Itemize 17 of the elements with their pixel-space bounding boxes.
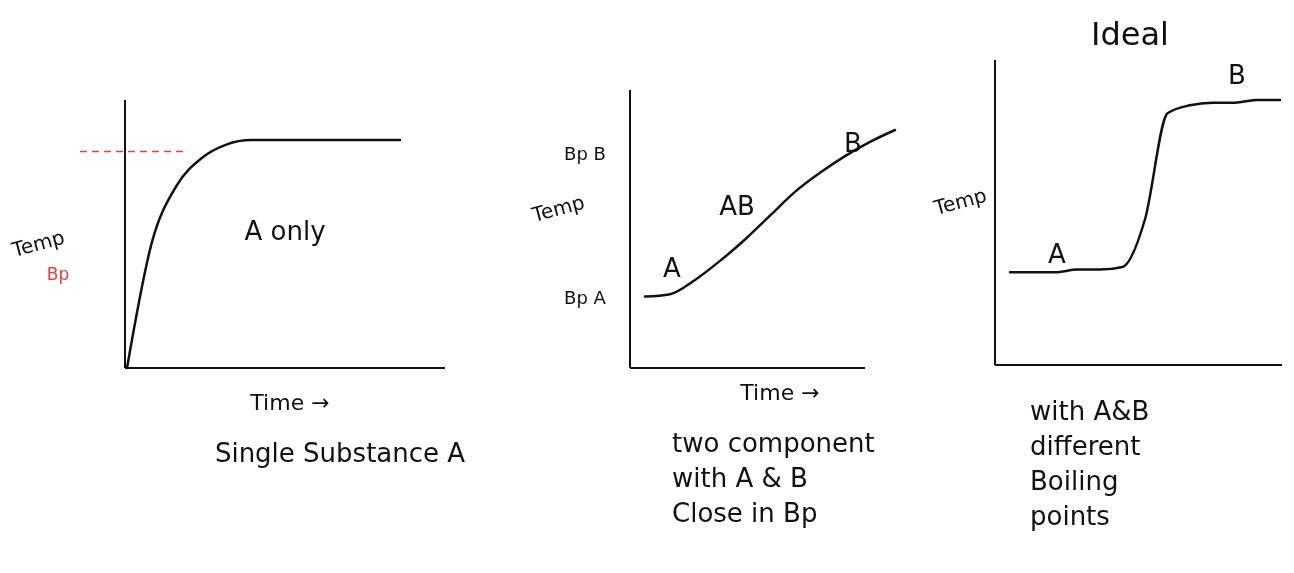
- text: Single Substance A: [214, 438, 466, 468]
- text: with A&B different Boiling points: [1030, 396, 1150, 532]
- text: B: [1228, 60, 1246, 90]
- ref-line-label: Bp: [46, 264, 70, 284]
- chart-title: Ideal: [1091, 15, 1169, 53]
- text: two component with A & B Close in Bp: [672, 428, 875, 529]
- y-axis-title: Temp: [528, 189, 588, 227]
- text: Bp A: [564, 287, 607, 308]
- y-axis-title: Temp: [8, 224, 68, 262]
- annotation: AB: [719, 191, 755, 221]
- y-axis-title: Temp: [930, 182, 990, 220]
- annotation: A: [663, 253, 682, 283]
- x-axis-title: Time →: [739, 380, 820, 405]
- text: Bp B: [564, 143, 606, 164]
- x-axis-title: Time →: [249, 390, 330, 415]
- annotation: A only: [244, 216, 326, 246]
- annotation: A: [1048, 239, 1067, 269]
